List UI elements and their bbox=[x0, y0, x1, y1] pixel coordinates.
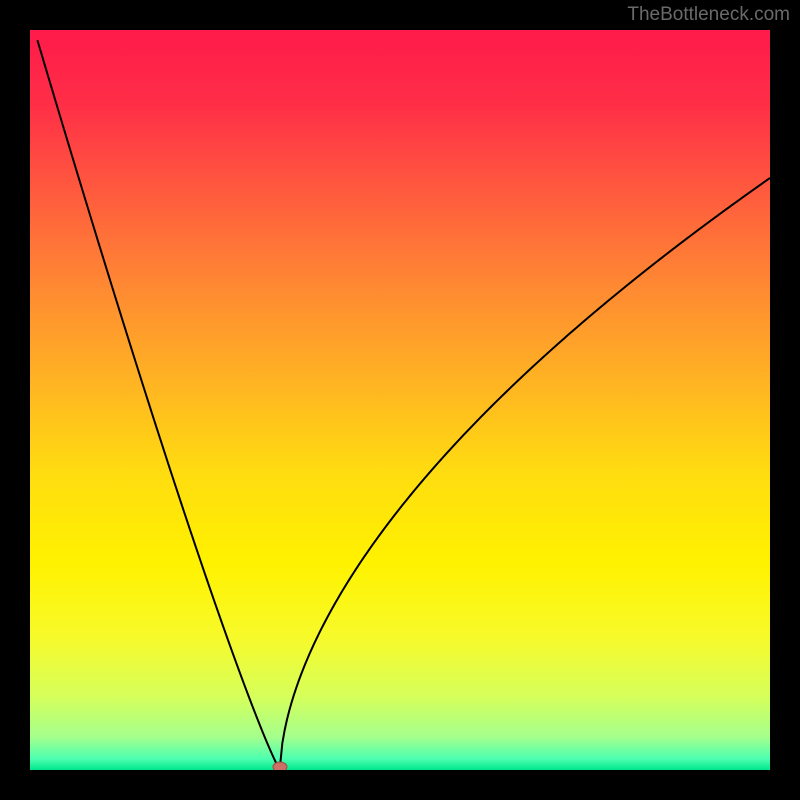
attribution-text: TheBottleneck.com bbox=[627, 4, 790, 26]
chart-svg bbox=[30, 30, 770, 770]
chart-container: TheBottleneck.com bbox=[0, 0, 800, 800]
gradient-background bbox=[30, 30, 770, 770]
valley-marker bbox=[273, 762, 287, 770]
plot-area bbox=[30, 30, 770, 770]
